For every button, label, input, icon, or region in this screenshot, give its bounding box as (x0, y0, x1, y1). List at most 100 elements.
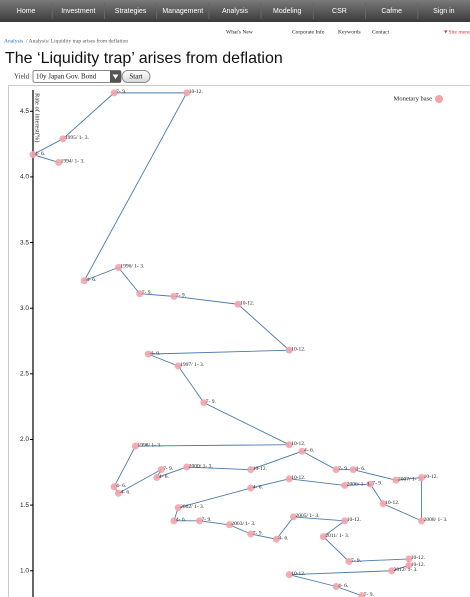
point-label: 7- 9. (142, 290, 153, 296)
data-point (418, 474, 426, 482)
point-label: 4- 6. (150, 350, 161, 356)
data-point (144, 350, 152, 358)
data-point (319, 533, 327, 541)
data-point (55, 158, 63, 166)
nav-item[interactable]: Strategies (115, 8, 147, 15)
point-label: 1995/ 1- 3. (65, 135, 90, 141)
top-link[interactable]: What's New (226, 29, 253, 35)
nav-item[interactable]: Modeling (273, 8, 302, 15)
data-point (285, 441, 293, 449)
point-label: 4- 6. (116, 483, 127, 489)
y-tick-label: 1.5 (20, 502, 29, 509)
point-label: 4- 6. (159, 474, 170, 480)
chart-frame (8, 85, 470, 597)
data-point (80, 277, 88, 285)
data-point (379, 500, 387, 508)
point-label: 2011/ 1- 3. (325, 533, 349, 539)
nav-item[interactable]: CSR (332, 8, 347, 15)
point-label: 4- 6. (120, 490, 131, 496)
point-label: 10-12. (411, 562, 426, 568)
data-point (285, 571, 293, 579)
point-label: 4- 6. (35, 151, 46, 157)
data-point (289, 513, 297, 521)
data-point (200, 399, 208, 407)
point-label: 10-12. (424, 474, 439, 480)
top-link[interactable]: ▼Site menu (443, 29, 470, 35)
point-label: 1998/ 1- 3. (137, 442, 162, 448)
point-label: 4- 6. (304, 448, 315, 454)
point-label: 4- 6. (253, 484, 264, 490)
data-point (110, 483, 118, 491)
point-label: 4- 6. (278, 536, 289, 542)
data-point (131, 442, 139, 450)
legend-label: Monetary base (394, 95, 433, 102)
legend-swatch (435, 95, 443, 103)
data-point (29, 151, 37, 159)
top-link[interactable]: Corporate Info (292, 28, 325, 35)
point-label: 7- 9. (163, 466, 174, 472)
data-point (174, 362, 182, 370)
data-point (298, 447, 306, 455)
data-point (153, 474, 161, 482)
nav-item[interactable]: Investment (61, 8, 95, 15)
top-link[interactable]: Keywords (338, 29, 361, 35)
data-point (285, 346, 293, 354)
point-label: 10-12. (385, 500, 400, 506)
point-label: 4- 6. (86, 277, 97, 283)
breadcrumb-link[interactable]: Analysis (4, 38, 23, 44)
button-label: Start (129, 73, 142, 81)
point-label: 2005/ 1- 3. (295, 513, 320, 519)
point-label: 10-12. (253, 466, 268, 472)
data-point (170, 517, 178, 525)
data-point (247, 466, 255, 474)
point-label: 7- 9. (372, 480, 383, 486)
data-point (196, 517, 204, 525)
data-point (366, 480, 374, 488)
point-label: 1996/ 1- 3. (120, 264, 145, 270)
data-point (59, 135, 67, 143)
data-point (418, 517, 426, 525)
point-label: 4- 6. (355, 466, 366, 472)
point-label: 2008/ 1- 3. (424, 517, 449, 523)
data-point (174, 504, 182, 512)
nav-item[interactable]: Analysis (222, 8, 249, 15)
data-point (136, 290, 144, 298)
y-tick-label: 2.0 (20, 436, 29, 443)
start-button[interactable] (121, 70, 151, 83)
point-label: 10-12. (411, 555, 426, 561)
y-axis-label: Rate of interest(%) (34, 93, 41, 142)
point-label: 7- 9. (364, 592, 375, 597)
data-point (392, 476, 400, 484)
nav-item[interactable]: Cafme (381, 8, 402, 15)
y-tick-label: 3.5 (20, 239, 29, 246)
point-label: 7- 9. (176, 293, 187, 299)
y-tick-label: 1.0 (20, 567, 29, 574)
data-point (345, 558, 353, 566)
page-title: The ‘Liquidity trap’ arises from deflati… (5, 50, 283, 67)
point-label: 2012/ 1- 3. (394, 567, 419, 573)
data-point (358, 592, 366, 597)
top-link[interactable]: Contact (372, 29, 390, 35)
select-value: 10y Japan Gov. Bond (36, 73, 97, 81)
data-point (285, 475, 293, 483)
point-label: 10-12. (291, 571, 306, 577)
y-tick-label: 3.0 (20, 305, 29, 312)
nav-bar (0, 0, 470, 22)
point-label: 7- 9. (351, 558, 362, 564)
data-point (110, 89, 118, 97)
nav-item[interactable]: Home (17, 8, 36, 15)
nav-item[interactable]: Sign in (433, 8, 455, 15)
point-label: 10-12. (291, 346, 306, 352)
point-label: 2007/ 1- 3. (398, 476, 423, 482)
point-label: 10-12. (291, 475, 306, 481)
data-point (114, 489, 122, 497)
data-point (170, 292, 178, 300)
point-label: 1997/ 1- 3. (180, 362, 205, 368)
nav-item[interactable]: Management (162, 8, 203, 15)
point-label: 7- 9. (116, 89, 127, 95)
data-point (157, 466, 165, 474)
data-point (405, 555, 413, 563)
y-tick-label: 4.0 (20, 174, 29, 181)
